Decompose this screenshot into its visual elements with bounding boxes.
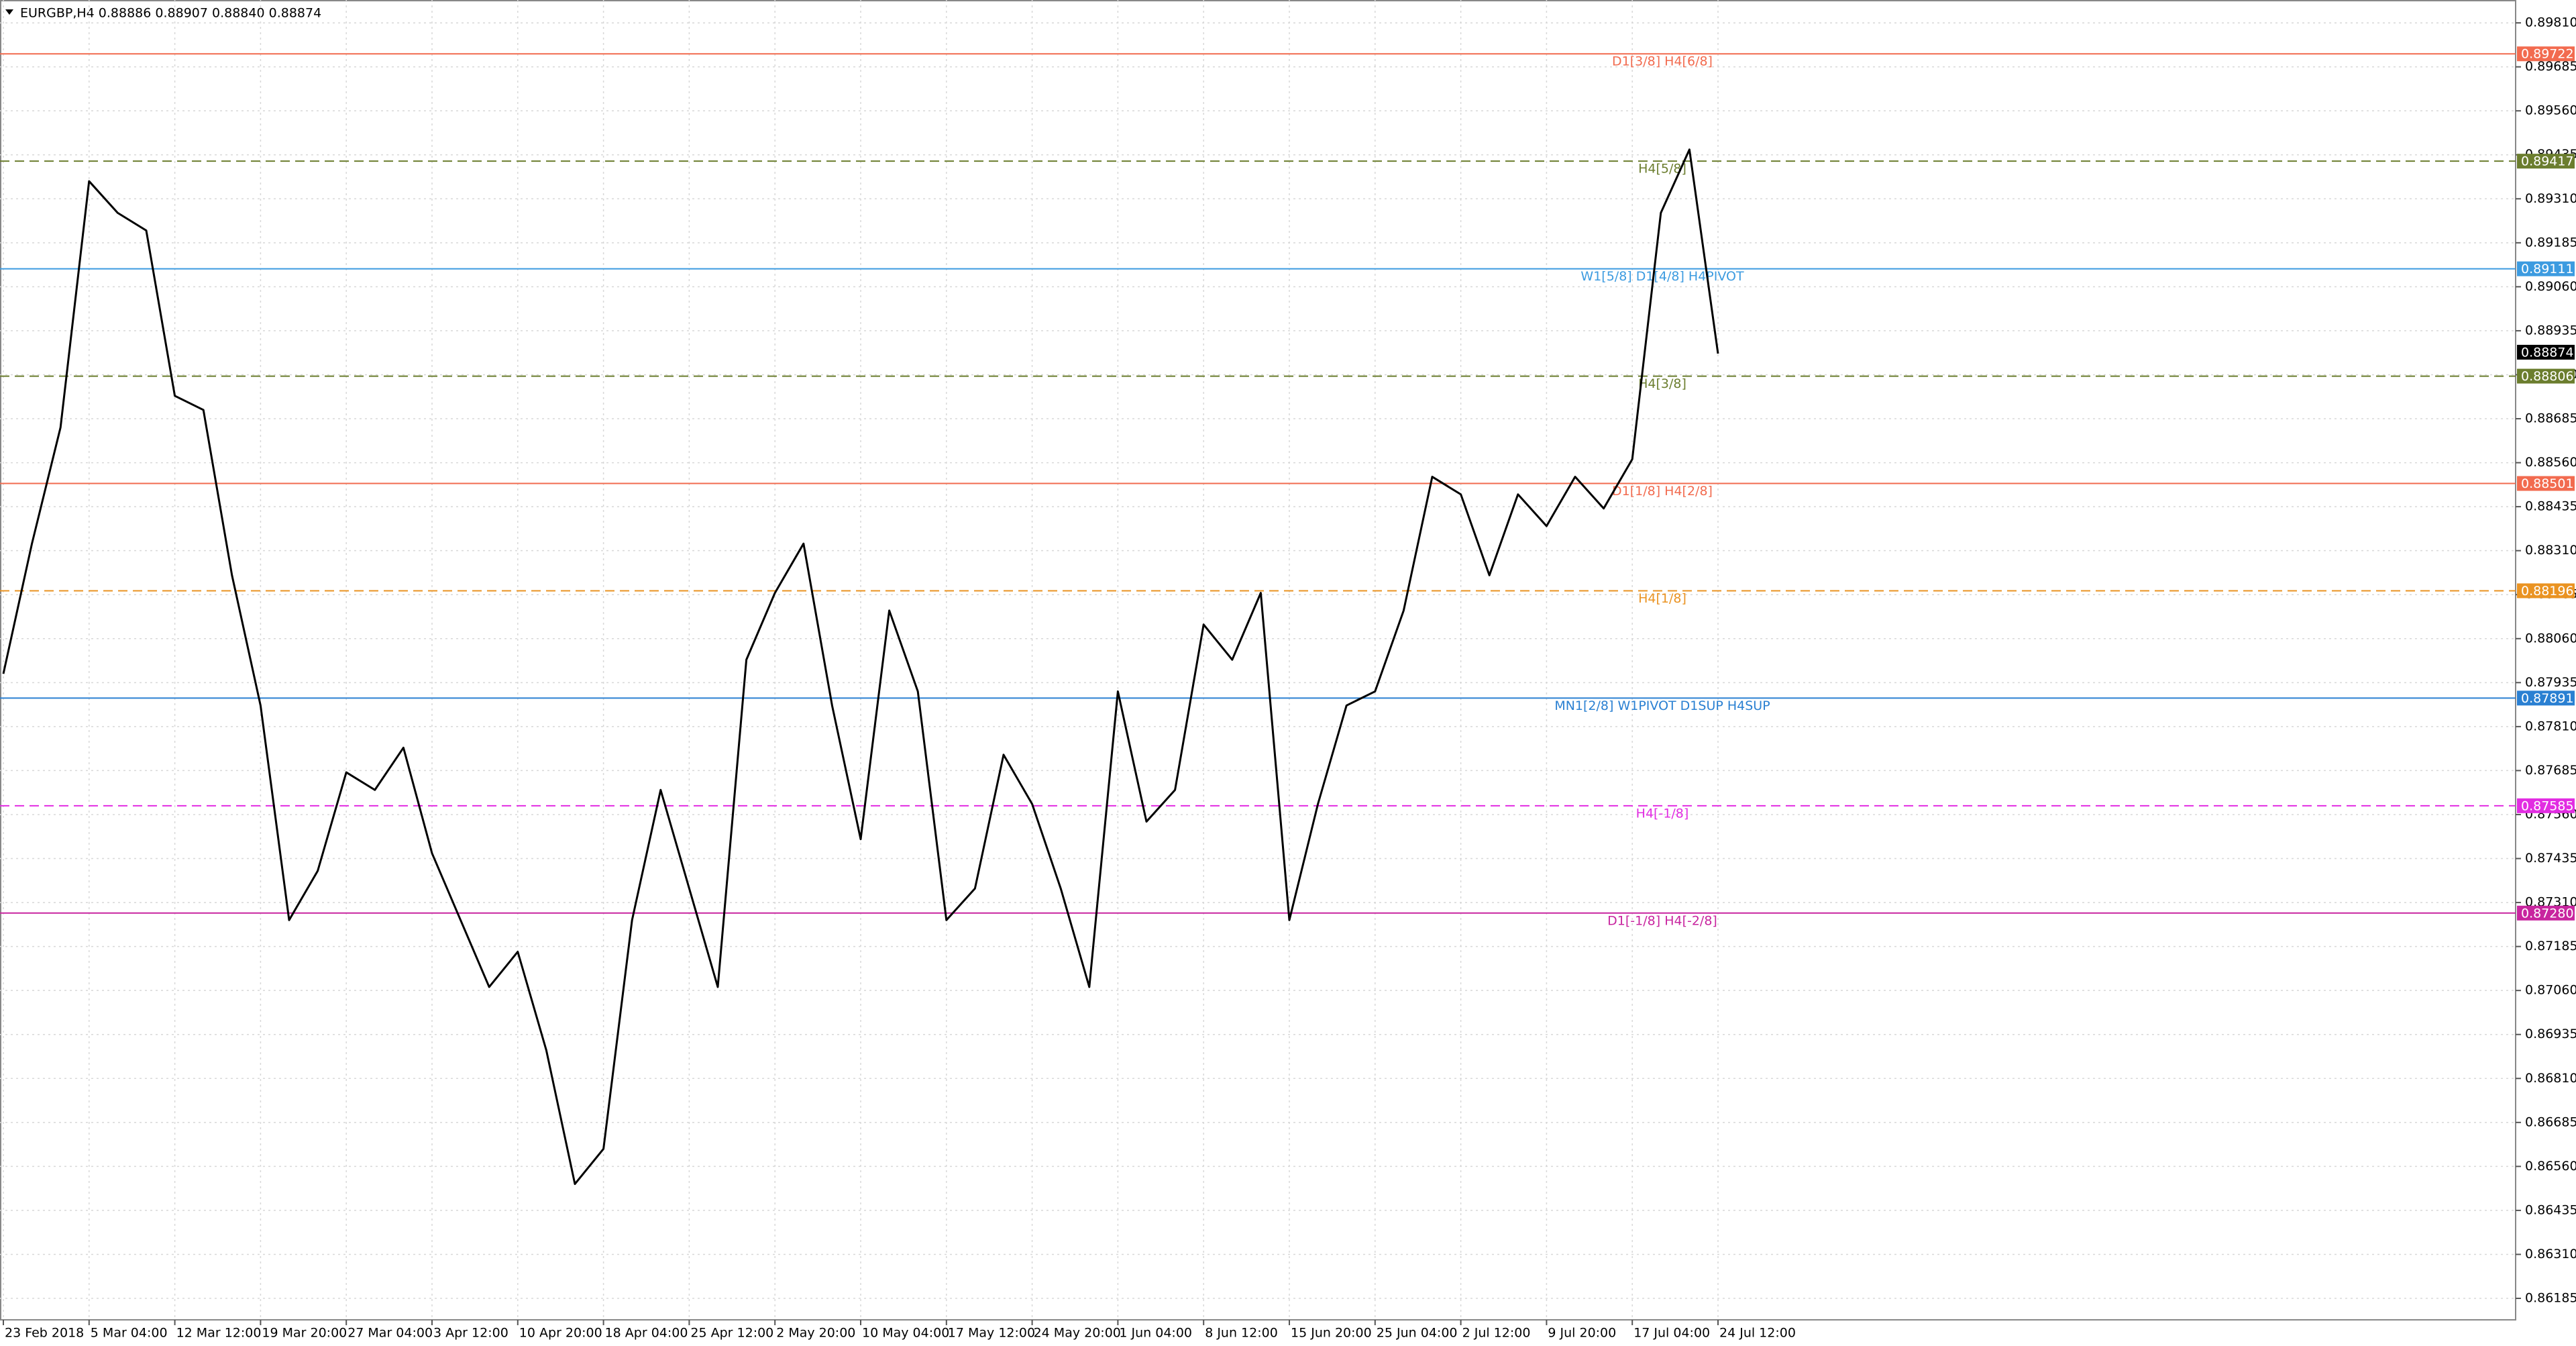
level-text: D1[-1/8] H4[-2/8] [1607,913,1717,928]
x-tick-label: 1 Jun 04:00 [1119,1326,1192,1341]
level-price-tag-label: 0.89111 [2521,262,2574,276]
level-text: H4[5/8] [1638,162,1686,176]
level-price-tag-label: 0.87280 [2521,906,2574,921]
level-price-tag [2517,798,2575,813]
x-tick-label: 19 Mar 20:00 [262,1326,347,1341]
level-text: H4[1/8] [1638,591,1686,606]
y-tick-label: 0.86685 [2525,1115,2576,1129]
level-price-tag-label: 0.89417 [2521,154,2574,169]
y-tick-label: 0.88310 [2525,543,2576,558]
level-price-tag [2517,368,2575,384]
x-tick-label: 17 Jul 04:00 [1633,1326,1710,1341]
x-tick-label: 5 Mar 04:00 [91,1326,168,1341]
level-price-tag-label: 0.87585 [2521,798,2574,813]
y-tick-label: 0.87685 [2525,763,2576,778]
level-text: H4[3/8] [1638,376,1686,391]
level-price-tag [2517,690,2575,706]
level-price-tag-label: 0.87891 [2521,691,2574,706]
level-price-tag [2517,154,2575,169]
y-tick-label: 0.87435 [2525,851,2576,866]
y-tick-label: 0.86185 [2525,1291,2576,1306]
y-tick-label: 0.88060 [2525,631,2576,645]
y-tick-label: 0.89685 [2525,59,2576,74]
y-tick-label: 0.89310 [2525,191,2576,206]
x-tick-label: 10 Apr 20:00 [519,1326,602,1341]
y-tick-label: 0.86435 [2525,1202,2576,1217]
x-tick-label: 15 Jun 20:00 [1291,1326,1372,1341]
y-tick-label: 0.86935 [2525,1027,2576,1041]
level-price-tag-label: 0.89722 [2521,47,2574,62]
plot-frame [0,0,2516,1321]
level-price-tag [2517,46,2575,62]
x-tick-label: 2 Jul 12:00 [1462,1326,1531,1341]
last-price-tag [2517,344,2575,360]
level-price-tag [2517,476,2575,491]
x-tick-label: 17 May 12:00 [948,1326,1035,1341]
chart-title: EURGBP,H4 0.88886 0.88907 0.88840 0.8887… [20,6,321,21]
y-tick-label: 0.86810 [2525,1071,2576,1086]
y-tick-label: 0.87810 [2525,719,2576,733]
x-tick-label: 24 May 20:00 [1034,1326,1121,1341]
x-tick-label: 25 Apr 12:00 [690,1326,773,1341]
x-tick-label: 9 Jul 20:00 [1548,1326,1616,1341]
x-tick-label: 23 Feb 2018 [5,1326,84,1341]
level-text: W1[5/8] D1[4/8] H4PIVOT [1580,269,1744,284]
level-text: D1[1/8] H4[2/8] [1612,484,1713,499]
level-price-tag [2517,583,2575,599]
y-tick-label: 0.88935 [2525,323,2576,338]
level-text: H4[-1/8] [1636,806,1689,821]
last-price-tag-label: 0.88874 [2521,345,2574,360]
level-price-tag [2517,905,2575,921]
level-price-tag [2517,261,2575,276]
x-tick-label: 27 Mar 04:00 [347,1326,433,1341]
x-tick-label: 2 May 20:00 [776,1326,855,1341]
x-tick-label: 10 May 04:00 [862,1326,949,1341]
y-tick-label: 0.89810 [2525,15,2576,30]
y-tick-label: 0.88685 [2525,411,2576,426]
price-line [2,148,1719,1186]
x-tick-label: 12 Mar 12:00 [176,1326,262,1341]
y-tick-label: 0.86560 [2525,1159,2576,1174]
level-price-tag-label: 0.88196 [2521,584,2574,599]
x-tick-label: 24 Jul 12:00 [1719,1326,1796,1341]
y-tick-label: 0.87935 [2525,675,2576,690]
x-tick-label: 18 Apr 04:00 [605,1326,688,1341]
level-price-tag-label: 0.88501 [2521,476,2574,491]
y-tick-label: 0.88560 [2525,455,2576,470]
y-tick-label: 0.89185 [2525,235,2576,250]
menu-arrow [5,9,13,15]
y-tick-label: 0.89560 [2525,103,2576,118]
y-tick-label: 0.87060 [2525,983,2576,998]
y-tick-label: 0.86310 [2525,1247,2576,1261]
level-text: MN1[2/8] W1PIVOT D1SUP H4SUP [1554,698,1770,713]
level-text: D1[3/8] H4[6/8] [1612,54,1713,69]
y-tick-label: 0.87185 [2525,939,2576,953]
y-tick-label: 0.88435 [2525,499,2576,514]
x-tick-label: 25 Jun 04:00 [1377,1326,1458,1341]
y-tick-label: 0.89060 [2525,279,2576,294]
level-price-tag-label: 0.88806 [2521,369,2574,384]
x-tick-label: 8 Jun 12:00 [1205,1326,1278,1341]
x-tick-label: 3 Apr 12:00 [433,1326,508,1341]
